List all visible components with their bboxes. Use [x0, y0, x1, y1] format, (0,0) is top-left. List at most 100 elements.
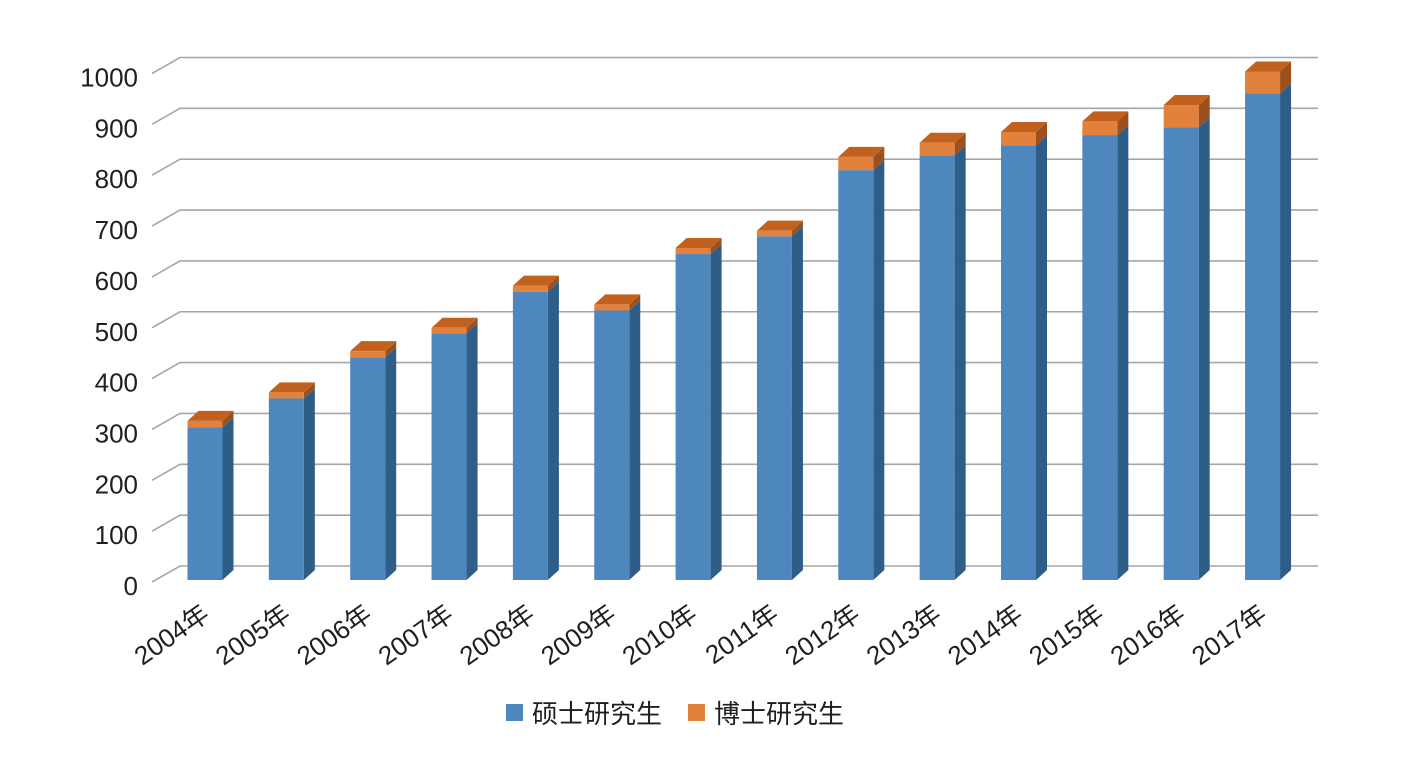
gridline-400 [151, 361, 1318, 380]
bar-side-masters [629, 300, 641, 580]
bar-masters [838, 170, 874, 581]
bar-doctors [1163, 105, 1199, 128]
bar-side-doctors [954, 132, 966, 156]
bar-masters [1082, 135, 1118, 580]
bar-side-masters [303, 388, 315, 580]
gridline-500 [151, 310, 1318, 329]
bar-masters [919, 155, 955, 580]
bar-side-doctors [629, 294, 641, 311]
bar-doctors [512, 285, 548, 292]
bar-top-doctors [187, 410, 234, 421]
y-axis-label: 0 [124, 571, 138, 601]
bar-top-doctors [512, 275, 559, 286]
y-axis-label: 400 [95, 368, 138, 398]
gridline-800 [151, 158, 1318, 176]
y-axis-label: 1000 [80, 63, 138, 93]
bar-masters [1163, 127, 1199, 580]
x-axis-label: 2006年 [291, 598, 377, 671]
masters-swatch-rect [506, 704, 523, 721]
bar-top-doctors [1001, 122, 1047, 133]
bar-side-masters [1280, 83, 1292, 580]
bar-masters [594, 310, 630, 580]
bar-doctors [675, 247, 711, 255]
bar-top-doctors [1245, 61, 1292, 72]
bar-masters [512, 291, 548, 580]
bar-doctors [268, 392, 304, 399]
bar-doctors [1082, 121, 1118, 136]
gridline-200 [151, 463, 1318, 481]
masters-legend-swatch [506, 704, 523, 721]
bar-side-doctors [1117, 111, 1129, 136]
bar-side-doctors [385, 341, 397, 358]
gridline-0 [151, 565, 1318, 583]
bar-side-doctors [222, 410, 234, 428]
bar-doctors [594, 304, 630, 311]
y-axis-label: 100 [95, 520, 138, 550]
x-axis-label: 2016年 [1105, 598, 1191, 671]
bar-side-masters [1198, 117, 1210, 580]
bar-doctors [919, 142, 955, 156]
doctors-swatch-rect [688, 704, 706, 721]
gridline-300 [151, 412, 1318, 431]
x-axis-label: 2008年 [454, 598, 540, 671]
bar-doctors [350, 351, 386, 358]
bar-masters [756, 236, 792, 580]
bar-side-masters [873, 160, 885, 581]
bar-masters [675, 254, 711, 580]
legend-item-doctors: 博士研究生 [688, 694, 844, 731]
bar-masters [268, 398, 304, 580]
bar-doctors [187, 420, 223, 428]
bar-top-doctors [350, 341, 397, 352]
y-axis-label: 500 [95, 317, 138, 347]
bar-side-doctors [710, 237, 722, 255]
bar-doctors [756, 230, 792, 237]
bar-doctors [431, 327, 467, 334]
x-axis-label: 2005年 [210, 598, 296, 671]
bar-side-masters [791, 226, 803, 580]
bar-side-masters [466, 323, 478, 580]
legend-label-masters: 硕士研究生 [532, 699, 663, 729]
bar-side-masters [222, 417, 234, 580]
x-axis-label: 2011年 [700, 598, 784, 670]
bar-side-doctors [873, 146, 885, 171]
bar-masters [1245, 93, 1281, 580]
gridline-1000 [151, 56, 1318, 75]
bar-doctors [838, 156, 874, 171]
bar-top-doctors [431, 317, 478, 328]
gridline-100 [151, 514, 1318, 532]
bar-side-doctors [547, 275, 559, 292]
bar-masters [187, 427, 223, 580]
bar-doctors [1001, 132, 1036, 146]
x-axis-label: 2014年 [942, 598, 1028, 671]
y-axis-label: 200 [95, 469, 138, 499]
bar-top-doctors [919, 132, 966, 143]
y-axis-label: 700 [95, 215, 138, 245]
y-axis-label: 900 [95, 113, 138, 143]
x-axis-label: 2004年 [129, 598, 215, 671]
gridline-700 [151, 209, 1318, 227]
bar-doctors [1245, 71, 1281, 94]
bar-side-doctors [303, 382, 315, 399]
bar-masters [1001, 145, 1036, 581]
bar-side-masters [385, 347, 397, 580]
bar-top-doctors [838, 146, 885, 157]
y-axis-label: 800 [95, 164, 138, 194]
bar-side-doctors [1198, 95, 1210, 128]
x-axis-label: 2009年 [535, 598, 621, 671]
doctors-legend-swatch [688, 704, 706, 721]
bar-top-doctors [756, 220, 803, 231]
bar-side-masters [710, 244, 722, 580]
bar-top-doctors [1163, 95, 1210, 106]
bar-top-doctors [1082, 111, 1129, 122]
x-axis-label: 2017年 [1186, 598, 1272, 671]
bar-side-masters [547, 281, 559, 580]
x-axis-label: 2013年 [861, 598, 947, 671]
y-axis-label: 300 [95, 418, 138, 448]
legend-label-doctors: 博士研究生 [714, 699, 845, 729]
bar-masters [350, 357, 386, 580]
bar-side-doctors [1280, 61, 1292, 94]
x-axis-label: 2010年 [617, 598, 703, 671]
x-axis-label: 2015年 [1023, 598, 1109, 671]
bar-side-masters [954, 145, 966, 580]
